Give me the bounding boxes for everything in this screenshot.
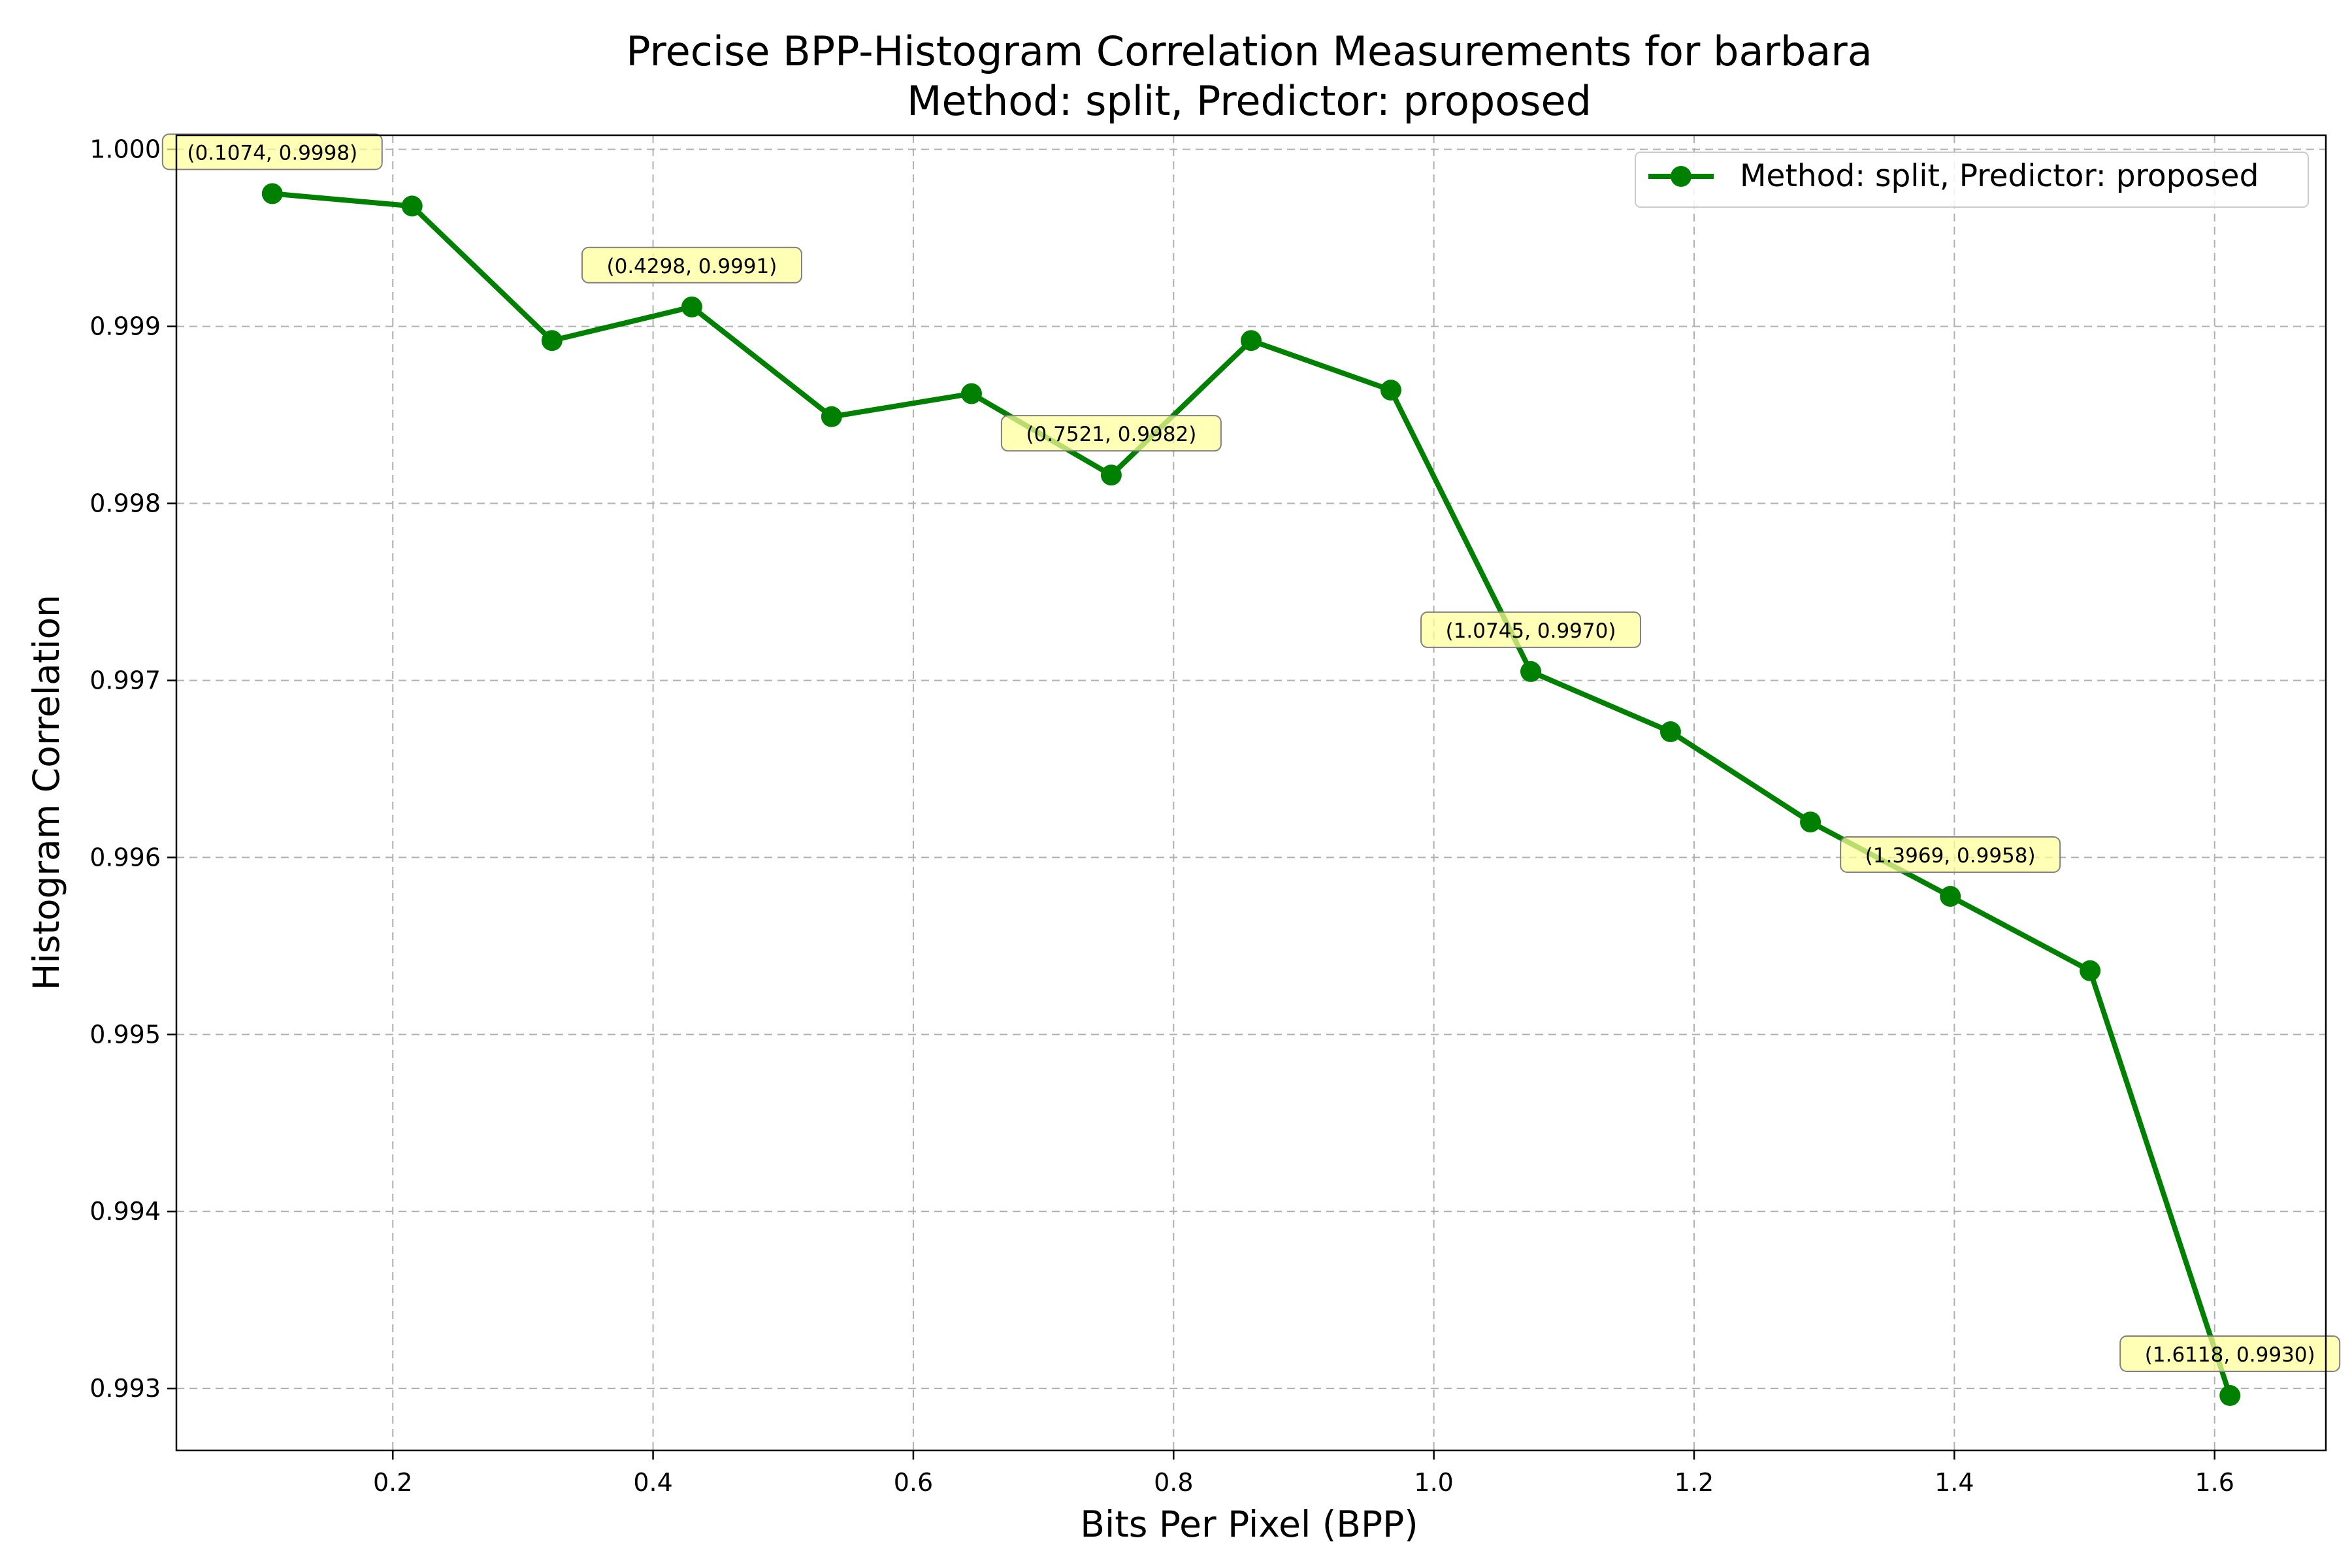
- data-point: [1940, 885, 1961, 907]
- data-point: [821, 406, 842, 427]
- x-axis-label: Bits Per Pixel (BPP): [1080, 1503, 1418, 1545]
- data-point: [2219, 1385, 2241, 1407]
- y-tick-label: 0.994: [90, 1197, 161, 1226]
- annotation-box: [1420, 611, 1642, 648]
- data-point: [1659, 721, 1681, 743]
- x-tick-label: 0.2: [373, 1468, 412, 1497]
- annotation-label: (1.0745, 0.9970): [1446, 619, 1616, 643]
- annotations: (0.1074, 0.9998) (0.4298, 0.9991) (0.7521,…: [161, 133, 2341, 1373]
- axis-ticks: 0.2 0.4 0.6 0.8 1.0 1.2 1.4 1.6 0.993 0.994 0.995 0…: [90, 135, 2234, 1497]
- annotation-label: (0.1074, 0.9998): [187, 141, 357, 165]
- chart-subtitle: Method: split, Predictor: proposed: [907, 77, 1592, 125]
- legend-marker: [1671, 166, 1691, 187]
- annotation-box: [1000, 415, 1222, 452]
- x-tick-label: 1.2: [1674, 1468, 1714, 1497]
- x-tick-label: 0.4: [633, 1468, 672, 1497]
- grid: [176, 135, 2326, 1450]
- chart-title: Precise BPP-Histogram Correlation Measur…: [626, 27, 1872, 75]
- legend-label: Method: split, Predictor: proposed: [1740, 158, 2259, 194]
- annotation-label: (1.6118, 0.9930): [2145, 1343, 2315, 1367]
- annotation-label: (0.7521, 0.9982): [1026, 423, 1196, 446]
- data-point: [2080, 960, 2101, 981]
- x-tick-label: 1.6: [2195, 1468, 2234, 1497]
- data-point: [960, 383, 982, 404]
- data-point: [1800, 811, 1821, 833]
- legend: Method: split, Predictor: proposed: [1635, 152, 2309, 208]
- data-point: [261, 183, 283, 204]
- data-point: [1520, 661, 1542, 682]
- y-tick-label: 0.997: [90, 666, 161, 694]
- data-point: [1241, 330, 1262, 351]
- y-axis-label: Histogram Correlation: [25, 595, 67, 990]
- data-point: [541, 330, 563, 351]
- annotation-label: (0.4298, 0.9991): [607, 255, 777, 278]
- annotation-box: [1840, 836, 2061, 873]
- y-tick-label: 0.999: [90, 312, 161, 341]
- y-tick-label: 0.995: [90, 1020, 161, 1049]
- annotation-label: (1.3969, 0.9958): [1865, 844, 2036, 868]
- x-tick-label: 1.0: [1414, 1468, 1453, 1497]
- annotation-box: [161, 133, 383, 171]
- data-point: [1380, 380, 1401, 401]
- x-tick-label: 1.4: [1935, 1468, 1974, 1497]
- annotation-box: [581, 246, 802, 284]
- plot-frame: [175, 134, 2327, 1452]
- data-point: [401, 195, 423, 217]
- annotation-box: [2119, 1335, 2341, 1373]
- x-tick-label: 0.8: [1154, 1468, 1193, 1497]
- x-tick-label: 0.6: [894, 1468, 933, 1497]
- data-point: [681, 296, 702, 318]
- y-tick-label: 0.993: [90, 1374, 161, 1403]
- data-point: [1100, 465, 1122, 486]
- y-tick-label: 0.996: [90, 843, 161, 872]
- legend-box: [1635, 152, 2309, 208]
- y-tick-label: 1.000: [90, 135, 161, 164]
- y-tick-label: 0.998: [90, 489, 161, 518]
